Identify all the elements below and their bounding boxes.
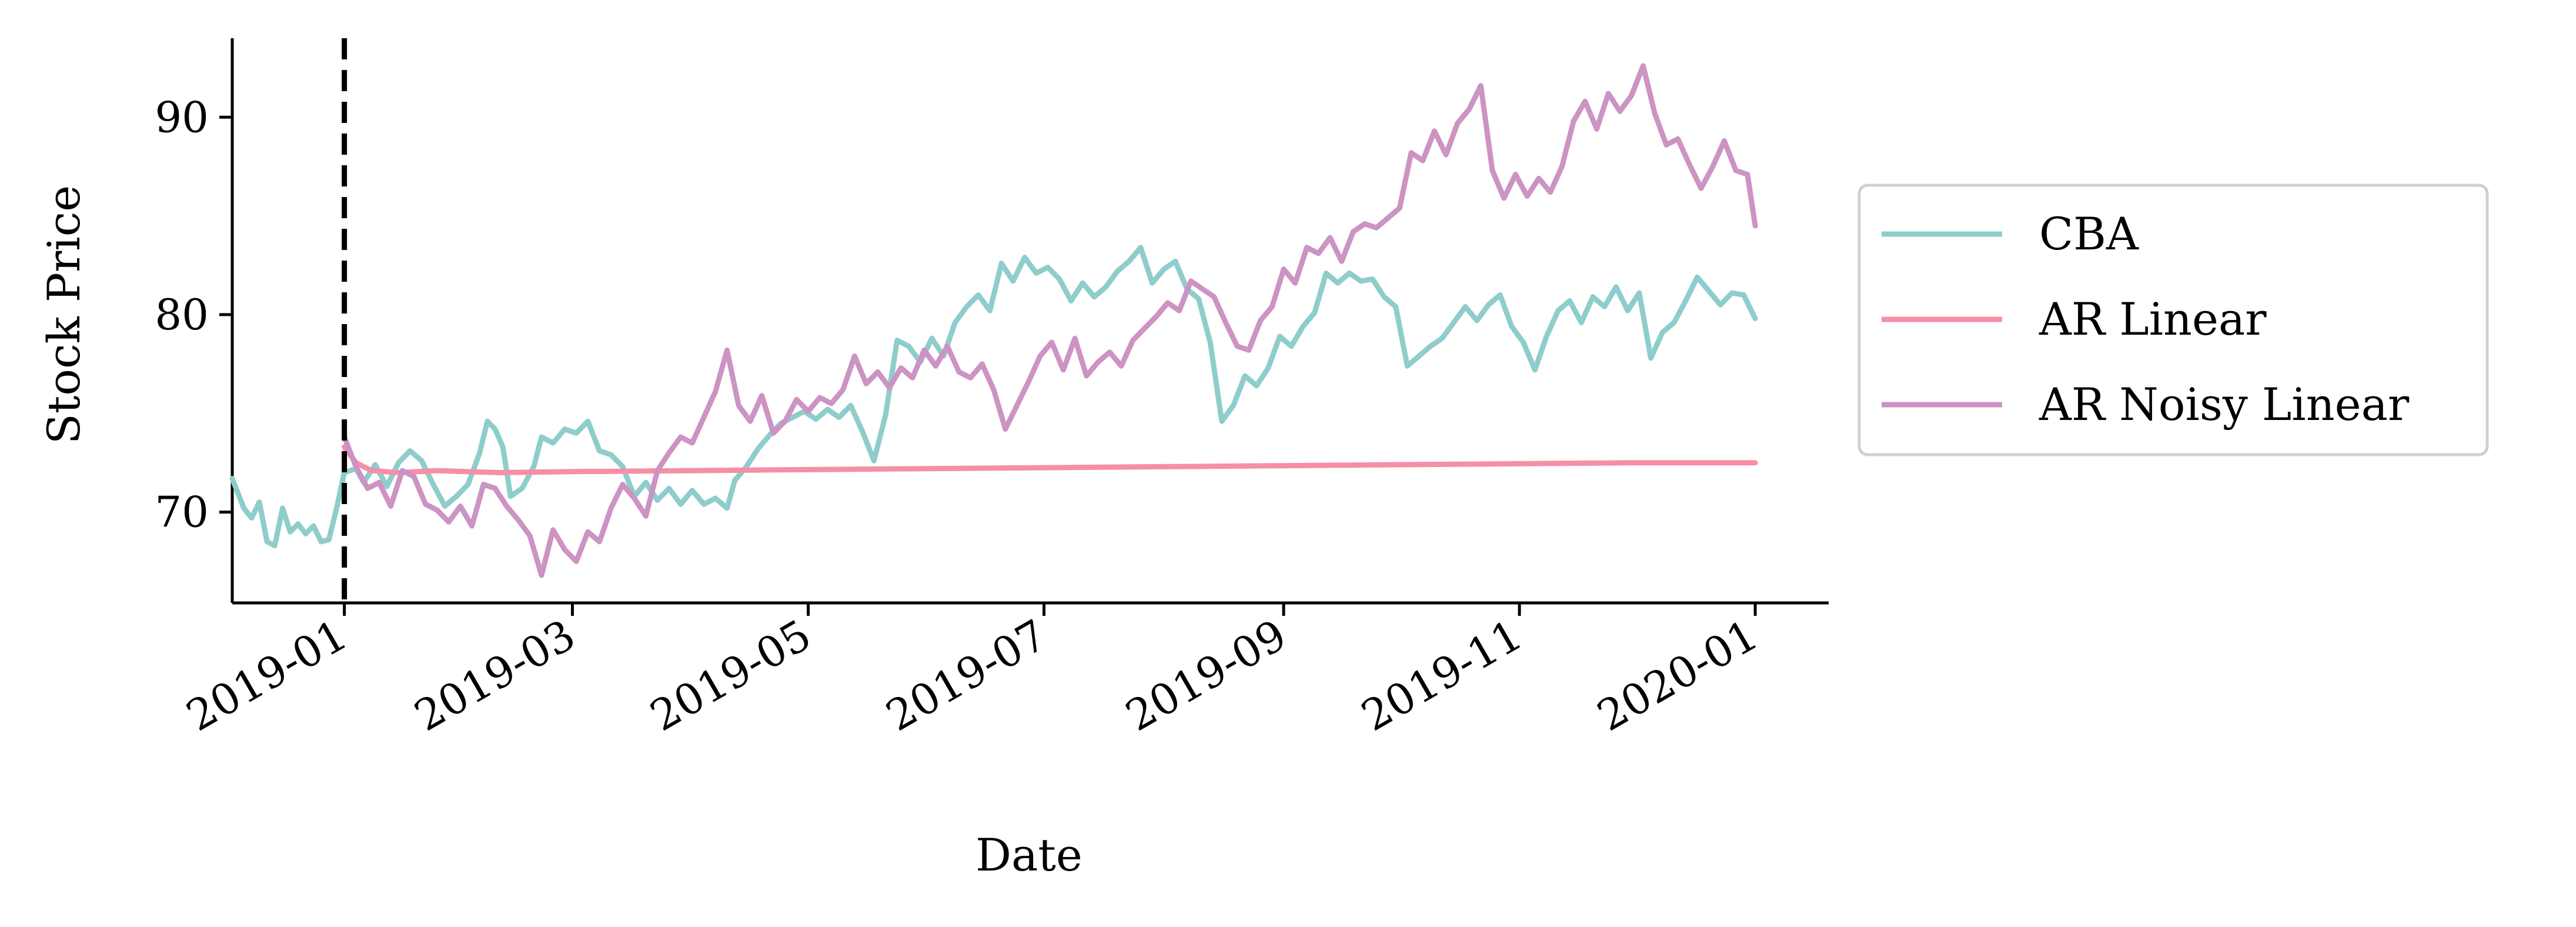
axes [230, 38, 1829, 605]
x-tick-label: 2019-11 [1353, 610, 1530, 741]
y-tick-label: 80 [155, 290, 209, 339]
legend-label-cba: CBA [2039, 208, 2139, 260]
y-tick-label: 70 [155, 488, 209, 537]
legend-box [1857, 184, 2489, 456]
x-axis-title: Date [975, 829, 1082, 881]
x-tick-label: 2019-01 [178, 610, 355, 741]
x-tick-label: 2019-05 [642, 610, 819, 741]
series-line-ar-noisy-linear [342, 63, 1758, 578]
legend-label-ar-noisy-linear: AR Noisy Linear [2039, 378, 2410, 431]
y-axis-title: Stock Price [38, 185, 90, 444]
series-line-ar-linear [342, 444, 1758, 475]
x-tick-label: 2019-09 [1117, 610, 1294, 741]
legend-label-ar-linear: AR Linear [2039, 293, 2267, 345]
legend: CBA AR Linear AR Noisy Linear [1857, 184, 2489, 456]
plot-lines [229, 38, 1758, 603]
x-tick-label: 2019-07 [878, 610, 1055, 741]
series-line-cba [229, 245, 1758, 549]
x-tick-label: 2019-03 [406, 610, 583, 741]
y-tick-label: 90 [155, 92, 209, 142]
x-tick-label: 2020-01 [1589, 610, 1766, 741]
